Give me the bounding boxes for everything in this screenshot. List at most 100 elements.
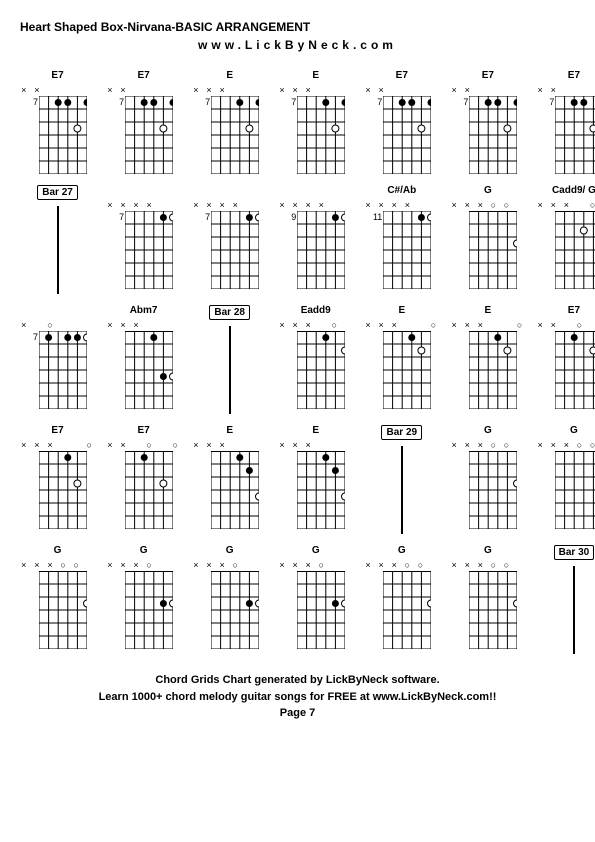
diagram-wrap: 7 — [28, 96, 87, 174]
diagram-wrap — [458, 211, 517, 289]
chord-diagram — [39, 451, 87, 529]
mute-indicators: ××× — [192, 441, 267, 451]
chord-cell: × ○ 7 — [20, 305, 95, 414]
chord-diagram — [555, 451, 595, 529]
chord-diagram — [383, 571, 431, 649]
fret-number: 11 — [372, 212, 382, 222]
chord-name: E7 — [482, 70, 494, 84]
chord-diagram — [555, 96, 595, 174]
chord-name: E — [398, 305, 405, 319]
diagram-wrap — [544, 331, 595, 409]
fret-number: 7 — [372, 97, 382, 107]
chord-name: G — [570, 425, 578, 439]
mute-indicators: ×× — [536, 86, 595, 96]
chord-cell: E7 ××× ○ — [20, 425, 95, 534]
diagram-wrap — [458, 451, 517, 529]
bar-container: Bar 30 — [536, 545, 595, 654]
chord-cell: Eadd9 ××× ○ — [278, 305, 353, 414]
chord-cell: G ×××○○ — [450, 185, 525, 294]
chord-diagram — [555, 331, 595, 409]
chord-name: E — [226, 70, 233, 84]
footer-line-1: Chord Grids Chart generated by LickByNec… — [20, 672, 575, 689]
diagram-wrap: 7 — [114, 96, 173, 174]
diagram-wrap — [114, 571, 173, 649]
chord-diagram — [211, 571, 259, 649]
chord-name: E7 — [51, 70, 63, 84]
chord-diagram — [469, 571, 517, 649]
chord-diagram — [469, 211, 517, 289]
mute-indicators: ×××× — [278, 201, 353, 211]
chord-name: G — [484, 185, 492, 199]
mute-indicators: ××× — [278, 86, 353, 96]
footer-line-2: Learn 1000+ chord melody guitar songs fo… — [20, 689, 575, 706]
chord-diagram — [297, 211, 345, 289]
chord-cell: E ××× — [192, 425, 267, 534]
bar-line — [401, 446, 403, 534]
fret-number: 7 — [114, 97, 124, 107]
bar-label: Bar 28 — [209, 305, 250, 320]
chord-name: E7 — [568, 305, 580, 319]
diagram-wrap — [200, 451, 259, 529]
chord-cell: ×××× 7 — [192, 185, 267, 294]
chord-name: E7 — [568, 70, 580, 84]
chord-cell: E7 ×× ○ ○ — [106, 425, 181, 534]
diagram-wrap: 7 — [28, 331, 87, 409]
mute-indicators: ××× ○ — [20, 441, 95, 451]
diagram-wrap — [286, 451, 345, 529]
fret-number: 9 — [286, 212, 296, 222]
chord-diagram — [383, 211, 431, 289]
bar-marker: Bar 27 — [20, 185, 95, 294]
chord-name: Abm7 — [130, 305, 158, 319]
mute-indicators: ×××○○ — [450, 441, 525, 451]
chord-name: G — [54, 545, 62, 559]
chord-cell: G ×××○ — [192, 545, 267, 654]
diagram-wrap: 7 — [544, 96, 595, 174]
chord-diagram — [125, 451, 173, 529]
fret-number: 7 — [114, 212, 124, 222]
mute-indicators: ×× ○ ○ — [106, 441, 181, 451]
chord-diagram — [39, 571, 87, 649]
fret-number: 7 — [200, 97, 210, 107]
mute-indicators: ×××○○ — [20, 561, 95, 571]
mute-indicators: ××× — [278, 441, 353, 451]
diagram-wrap — [28, 571, 87, 649]
diagram-wrap — [200, 571, 259, 649]
mute-indicators: ×××○ — [278, 561, 353, 571]
chord-name: G — [484, 425, 492, 439]
chord-diagram — [383, 331, 431, 409]
chord-cell: G ×××○○ — [364, 545, 439, 654]
bar-line — [229, 326, 231, 414]
fret-number: 7 — [458, 97, 468, 107]
bar-line — [573, 566, 575, 654]
chord-diagram — [39, 331, 87, 409]
diagram-wrap: 9 — [286, 211, 345, 289]
diagram-wrap — [114, 451, 173, 529]
chord-cell: G ×××○○ — [450, 425, 525, 534]
bar-container: Bar 29 — [364, 425, 439, 534]
bar-marker: Bar 28 — [192, 305, 267, 414]
bar-marker: Bar 29 — [364, 425, 439, 534]
mute-indicators: ×× — [364, 86, 439, 96]
chord-name: E — [312, 70, 319, 84]
chord-diagram — [211, 451, 259, 529]
diagram-wrap — [286, 331, 345, 409]
diagram-wrap — [372, 331, 431, 409]
chord-cell: E7 ×× 7 — [450, 70, 525, 174]
diagram-wrap: 7 — [114, 211, 173, 289]
fret-number: 7 — [28, 97, 38, 107]
chord-diagram — [469, 96, 517, 174]
chord-name: E7 — [51, 425, 63, 439]
mute-indicators: ××× ○○ — [536, 201, 595, 211]
chord-name: E7 — [137, 70, 149, 84]
chord-cell: E ××× 7 — [278, 70, 353, 174]
page-footer: Chord Grids Chart generated by LickByNec… — [20, 672, 575, 722]
mute-indicators: ×××○○ — [364, 561, 439, 571]
mute-indicators: ×××○○ — [536, 441, 595, 451]
chord-cell: Cadd9/ G ××× ○○ — [536, 185, 595, 294]
chord-cell: E7 ×× 7 — [106, 70, 181, 174]
chord-diagram — [125, 331, 173, 409]
chord-cell: G ×××○ — [106, 545, 181, 654]
chord-cell: E ××× ○ — [450, 305, 525, 414]
mute-indicators: ××× — [192, 86, 267, 96]
mute-indicators: ×× — [20, 86, 95, 96]
